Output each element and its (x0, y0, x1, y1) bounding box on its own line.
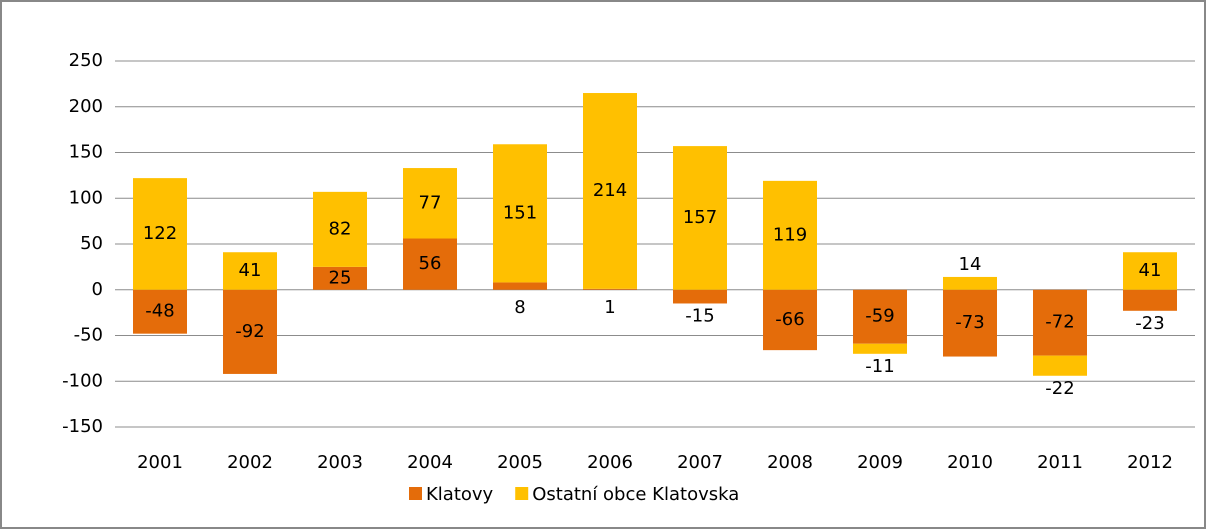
data-label: -22 (1045, 378, 1074, 399)
data-label: 119 (773, 224, 807, 245)
bar-segment (493, 282, 547, 290)
bar-segment (853, 289, 907, 344)
bar-segment (673, 289, 727, 304)
legend-swatch (515, 487, 529, 500)
y-tick-label: 150 (69, 142, 103, 163)
data-label: 41 (1139, 260, 1162, 281)
data-label: -72 (1045, 312, 1074, 333)
bar-segment (1123, 252, 1177, 290)
y-tick-label: 200 (69, 96, 103, 117)
data-label: 82 (329, 218, 352, 239)
bar-segment (763, 180, 817, 290)
bar-segment (1033, 355, 1087, 376)
bar-segment (313, 266, 367, 290)
bar-segment (133, 178, 187, 290)
bar-segment (223, 289, 277, 374)
bar-segment (1123, 289, 1177, 311)
data-label: 1 (604, 297, 615, 318)
y-tick-label: 0 (92, 279, 103, 300)
bar-segment (223, 252, 277, 290)
bar-segment (943, 289, 997, 357)
bar-segment (133, 289, 187, 334)
y-tick-label: -150 (62, 416, 103, 437)
data-label: -66 (775, 309, 804, 330)
data-label: -15 (685, 305, 714, 326)
bar-segment (853, 343, 907, 354)
data-label: 41 (239, 260, 262, 281)
bar-segment (583, 288, 637, 290)
data-label: 122 (143, 223, 177, 244)
bar-segment (493, 144, 547, 283)
data-label: -11 (865, 356, 894, 377)
y-tick-label: 100 (69, 187, 103, 208)
y-tick-label: 50 (80, 233, 103, 254)
x-tick-label: 2009 (857, 452, 903, 473)
x-tick-label: 2003 (317, 452, 363, 473)
x-tick-label: 2006 (587, 452, 633, 473)
x-tick-label: 2001 (137, 452, 183, 473)
x-tick-label: 2011 (1037, 452, 1083, 473)
data-label: 214 (593, 180, 627, 201)
bar-segment (943, 276, 997, 290)
legend-label: Klatovy (426, 484, 494, 505)
x-tick-label: 2002 (227, 452, 273, 473)
x-tick-label: 2012 (1127, 452, 1173, 473)
legend-swatch (409, 487, 422, 500)
data-label: -23 (1135, 313, 1164, 334)
x-tick-label: 2008 (767, 452, 813, 473)
bar-segment (673, 146, 727, 290)
data-label: -73 (955, 312, 984, 333)
x-tick-label: 2004 (407, 452, 453, 473)
data-label: 25 (329, 267, 352, 288)
data-label: 157 (683, 207, 717, 228)
bar-segment (763, 289, 817, 351)
bar-segment (583, 93, 637, 289)
data-label: 77 (419, 192, 442, 213)
x-tick-label: 2005 (497, 452, 543, 473)
y-tick-label: -100 (62, 370, 103, 391)
data-label: -48 (145, 301, 174, 322)
data-label: -59 (865, 306, 894, 327)
y-tick-label: 250 (69, 50, 103, 71)
x-tick-label: 2007 (677, 452, 723, 473)
data-label: -92 (235, 321, 264, 342)
data-label: 151 (503, 202, 537, 223)
x-tick-label: 2010 (947, 452, 993, 473)
bar-segment (403, 238, 457, 290)
data-label: 8 (514, 297, 525, 318)
y-tick-label: -50 (74, 325, 103, 346)
bar-segment (313, 191, 367, 267)
legend-label: Ostatní obce Klatovska (532, 484, 739, 505)
data-label: 14 (959, 254, 982, 275)
data-label: 56 (419, 253, 442, 274)
bar-segment (1033, 289, 1087, 356)
bar-segment (403, 168, 457, 239)
